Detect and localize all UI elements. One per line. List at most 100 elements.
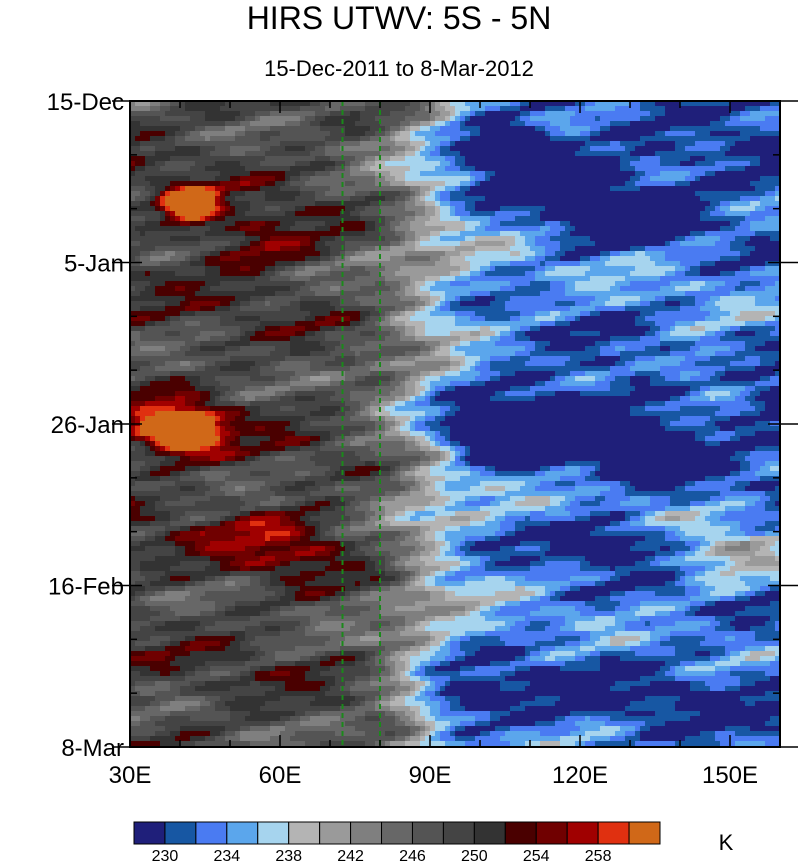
field-cell [710,246,716,252]
field-cell [260,126,266,132]
field-cell [440,266,446,272]
field-cell [570,281,576,287]
field-cell [145,161,151,167]
field-cell [130,101,136,107]
field-cell [145,131,151,137]
field-cell [690,221,696,227]
field-cell [230,221,236,227]
field-cell [395,166,401,172]
field-cell [240,186,246,192]
field-cell [185,121,191,127]
field-cell [275,106,281,112]
field-cell [170,236,176,242]
field-cell [570,266,576,272]
field-cell [220,136,226,142]
field-cell [370,211,376,217]
field-cell [405,241,411,247]
field-cell [165,161,171,167]
field-cell [265,191,271,197]
field-cell [355,151,361,157]
field-cell [350,171,356,177]
field-cell [645,111,651,117]
field-cell [300,231,306,237]
field-cell [435,131,441,137]
field-cell [390,231,396,237]
field-cell [260,266,266,272]
field-cell [620,201,626,207]
field-cell [550,141,556,147]
field-cell [210,251,216,257]
field-cell [650,101,656,107]
field-cell [555,271,561,277]
field-cell [620,206,626,212]
field-cell [610,276,616,282]
field-cell [225,136,231,142]
field-cell [320,256,326,262]
field-cell [360,276,366,282]
field-cell [735,191,741,197]
field-cell [400,276,406,282]
field-cell [615,231,621,237]
field-cell [145,171,151,177]
field-cell [775,156,780,162]
field-cell [750,211,756,217]
field-cell [230,246,236,252]
field-cell [535,136,541,142]
field-cell [610,106,616,112]
field-cell [740,146,746,152]
field-cell [655,146,661,152]
field-cell [605,106,611,112]
field-cell [310,251,316,257]
field-cell [555,111,561,117]
field-cell [590,241,596,247]
field-cell [730,141,736,147]
field-cell [735,116,741,122]
field-cell [425,106,431,112]
field-cell [730,201,736,207]
field-cell [260,286,266,292]
field-cell [585,161,591,167]
field-cell [680,141,686,147]
field-cell [230,106,236,112]
field-cell [620,276,626,282]
field-cell [310,216,316,222]
field-cell [510,121,516,127]
field-cell [280,191,286,197]
field-cell [510,241,516,247]
field-cell [205,241,211,247]
field-cell [565,156,571,162]
field-cell [570,141,576,147]
field-cell [310,121,316,127]
field-cell [675,196,681,202]
field-cell [575,271,581,277]
field-cell [255,246,261,252]
field-cell [630,151,636,157]
field-cell [420,171,426,177]
field-cell [155,156,161,162]
field-cell [210,236,216,242]
field-cell [425,251,431,257]
field-cell [335,281,341,287]
field-cell [560,246,566,252]
field-cell [270,256,276,262]
field-cell [220,256,226,262]
field-cell [625,111,631,117]
field-cell [620,131,626,137]
field-cell [690,281,696,287]
field-cell [750,206,756,212]
field-cell [475,271,481,277]
field-cell [385,186,391,192]
field-cell [685,171,691,177]
field-cell [370,231,376,237]
field-cell [530,201,536,207]
field-cell [250,256,256,262]
field-cell [135,281,141,287]
field-cell [235,246,241,252]
field-cell [200,211,206,217]
field-cell [130,176,136,182]
field-cell [605,231,611,237]
field-cell [450,136,456,142]
field-cell [495,171,501,177]
field-cell [725,221,731,227]
field-cell [510,126,516,132]
